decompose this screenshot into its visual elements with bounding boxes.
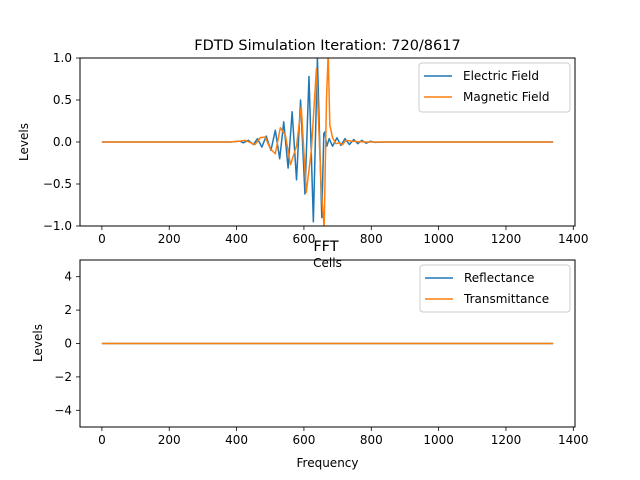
field-plot-xtick-label: 1000 [423, 232, 454, 246]
field-plot-legend-box [418, 62, 571, 113]
fft-plot-xtick-label: 400 [225, 433, 248, 447]
fft-plot-ytick-label: −2 [54, 370, 72, 384]
fft-plot-title: FFT [313, 239, 338, 255]
field-plot-ytick-label: 0.0 [53, 135, 72, 149]
field-plot: FDTD Simulation Iteration: 720/8617 0 200… [17, 38, 589, 270]
field-plot-xtick-label: 400 [225, 232, 248, 246]
fft-plot-legend-label: Transmittance [463, 292, 549, 306]
fft-plot-legend-box [419, 264, 571, 313]
field-plot-ytick-label: 1.0 [53, 51, 72, 65]
fft-plot-xtick-label: 1400 [558, 433, 589, 447]
fft-plot-ylabel: Levels [31, 324, 45, 362]
field-plot-xtick-label: 200 [158, 232, 181, 246]
fft-plot-ytick-label: −4 [54, 403, 72, 417]
field-plot-legend: Electric Field Magnetic Field [418, 62, 571, 113]
field-plot-xtick-label: 0 [98, 232, 106, 246]
field-plot-series-magnetic-field [101, 58, 554, 226]
field-plot-legend-label: Electric Field [463, 69, 539, 83]
fft-plot-legend: Reflectance Transmittance [419, 264, 571, 313]
fft-plot-xtick-label: 1200 [491, 433, 522, 447]
fft-plot-xlabel: Frequency [297, 456, 359, 470]
field-plot-xtick-label: 600 [292, 232, 315, 246]
fft-plot-legend-label: Reflectance [464, 271, 534, 285]
fft-plot-ticks: 0 200 400 600 800 1000 1200 1400 −4 −2 0 2 4 [54, 270, 588, 447]
fft-plot-ytick-label: 2 [64, 303, 72, 317]
fft-plot-xtick-label: 0 [98, 433, 106, 447]
field-plot-xlabel: Cells [313, 256, 342, 270]
fft-plot-ytick-label: 4 [64, 270, 72, 284]
field-plot-xtick-label: 800 [360, 232, 383, 246]
fft-plot-xtick-label: 1000 [423, 433, 454, 447]
field-plot-legend-label: Magnetic Field [463, 90, 549, 104]
fft-plot-xtick-label: 600 [292, 433, 315, 447]
field-plot-ytick-label: −1.0 [43, 219, 72, 233]
field-plot-ytick-label: −0.5 [43, 177, 72, 191]
fft-plot-ytick-label: 0 [64, 337, 72, 351]
fft-plot-xtick-label: 800 [360, 433, 383, 447]
fft-plot: FFT 0 200 400 600 800 1000 1200 1400 −4 −2 0 2 4 Lev… [31, 239, 589, 470]
field-plot-title: FDTD Simulation Iteration: 720/8617 [194, 38, 460, 54]
field-plot-xtick-label: 1400 [558, 232, 589, 246]
field-plot-ticks: 0 200 400 600 800 1000 1200 1400 −1.0 −0.5 0.0 0.5 1… [43, 51, 589, 246]
field-plot-ytick-label: 0.5 [53, 93, 72, 107]
field-plot-xtick-label: 1200 [491, 232, 522, 246]
field-plot-ylabel: Levels [17, 123, 31, 161]
field-plot-marks [101, 58, 554, 226]
fft-plot-xtick-label: 200 [158, 433, 181, 447]
